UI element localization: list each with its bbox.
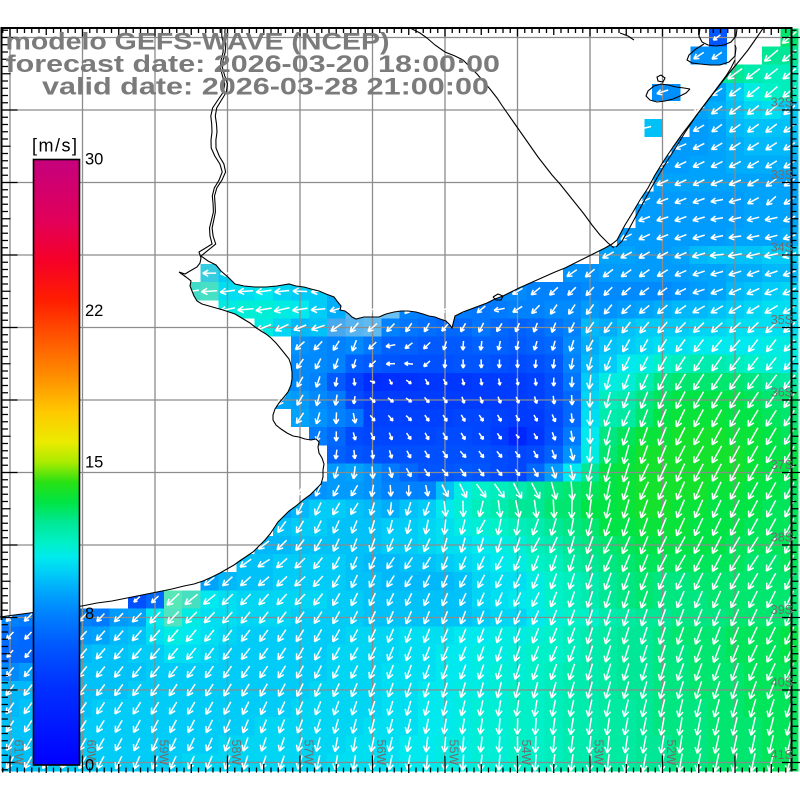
svg-text:52W: 52W [664, 740, 678, 766]
svg-text:55W: 55W [447, 740, 461, 766]
svg-text:32S: 32S [771, 96, 793, 110]
svg-text:56W: 56W [374, 740, 388, 766]
svg-text:30: 30 [85, 151, 103, 169]
svg-text:41S: 41S [771, 748, 793, 762]
svg-text:[m/s]: [m/s] [32, 136, 79, 156]
svg-text:modelo GEFS-WAVE (NCEP): modelo GEFS-WAVE (NCEP) [6, 29, 390, 56]
svg-text:0: 0 [85, 757, 94, 775]
svg-text:53W: 53W [592, 740, 606, 766]
svg-text:35S: 35S [771, 313, 793, 327]
svg-text:54W: 54W [519, 740, 533, 766]
svg-text:40S: 40S [771, 676, 793, 690]
svg-text:37S: 37S [771, 458, 793, 472]
svg-text:34S: 34S [771, 241, 793, 255]
svg-text:forecast date: 2026-03-20 18:0: forecast date: 2026-03-20 18:00:00 [6, 51, 501, 78]
svg-text:61W: 61W [12, 740, 26, 766]
svg-text:22: 22 [85, 302, 103, 320]
svg-text:valid date: 2026-03-28 21:00:0: valid date: 2026-03-28 21:00:00 [42, 74, 489, 101]
svg-text:58W: 58W [229, 740, 243, 766]
svg-text:33S: 33S [771, 168, 793, 182]
svg-text:39S: 39S [771, 603, 793, 617]
svg-text:59W: 59W [157, 740, 171, 766]
svg-text:38S: 38S [771, 531, 793, 545]
svg-text:8: 8 [85, 605, 94, 623]
svg-text:57W: 57W [302, 740, 316, 766]
svg-text:15: 15 [85, 454, 103, 472]
svg-text:60W: 60W [84, 740, 98, 766]
svg-text:36S: 36S [771, 386, 793, 400]
